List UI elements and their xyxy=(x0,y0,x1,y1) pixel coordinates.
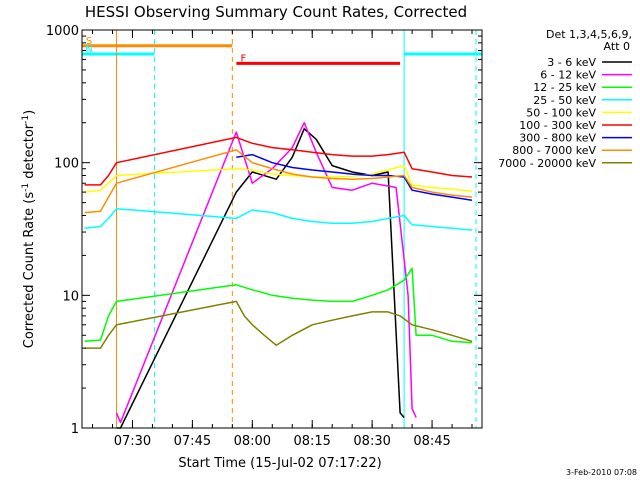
legend-label: 25 - 50 keV xyxy=(533,94,596,107)
x-axis: 07:30 07:45 08:00 08:15 08:30 08:45 xyxy=(92,30,473,449)
legend-label: 7000 - 20000 keV xyxy=(498,157,596,170)
x-tick-label: 08:15 xyxy=(293,434,330,449)
x-tick-label: 08:30 xyxy=(353,434,390,449)
legend-label: 50 - 100 keV xyxy=(526,106,596,119)
x-axis-label: Start Time (15-Jul-02 07:17:22) xyxy=(178,456,381,471)
y-axis-label-part: ) xyxy=(22,110,37,115)
legend-label: 800 - 7000 keV xyxy=(512,144,596,157)
legend-label: 100 - 300 keV xyxy=(519,119,596,132)
y-axis-label-part: Corrected Count Rate (s xyxy=(22,192,37,349)
x-tick-label: 07:30 xyxy=(114,434,151,449)
series-line xyxy=(84,267,473,344)
flag-label: F xyxy=(240,53,246,64)
y-axis-label-part: detector xyxy=(22,123,37,183)
series-line xyxy=(84,300,473,349)
y-axis-label-superscript: -1 xyxy=(21,115,31,124)
y-tick-label: 1 xyxy=(71,422,79,437)
flag-layer: SN F xyxy=(82,36,482,65)
series-line xyxy=(84,149,473,214)
x-tick-label: 07:45 xyxy=(174,434,211,449)
chart-title: HESSI Observing Summary Count Rates, Cor… xyxy=(85,3,467,21)
y-tick-label: 10 xyxy=(62,289,79,304)
series-line xyxy=(84,136,473,186)
y-axis: 1 10 100 1000 xyxy=(46,24,482,437)
footer-date: 3-Feb-2010 07:08 xyxy=(566,468,637,477)
legend-title-line: Att 0 xyxy=(604,40,630,53)
flag-label: N xyxy=(85,44,92,55)
x-tick-label: 08:00 xyxy=(234,434,271,449)
flag-label: S xyxy=(86,36,92,47)
y-axis-label: Corrected Count Rate (s-1 detector-1) xyxy=(21,110,37,348)
y-tick-label: 100 xyxy=(54,157,79,172)
vertical-line-layer xyxy=(115,30,477,428)
legend-label: 3 - 6 keV xyxy=(547,56,596,69)
series-layer xyxy=(84,121,473,429)
plot-frame xyxy=(81,29,483,429)
series-line xyxy=(116,128,405,429)
legend-title-line: Det 1,3,4,5,6,9, xyxy=(546,28,632,41)
y-axis-label-superscript: -1 xyxy=(21,183,31,192)
y-tick-label: 1000 xyxy=(46,24,79,39)
legend-label: 300 - 800 keV xyxy=(519,132,596,145)
series-line xyxy=(84,207,473,231)
legend-label: 6 - 12 keV xyxy=(540,69,596,82)
legend-label: 12 - 25 keV xyxy=(533,81,596,94)
x-tick-label: 08:45 xyxy=(413,434,450,449)
series-line xyxy=(236,153,473,202)
